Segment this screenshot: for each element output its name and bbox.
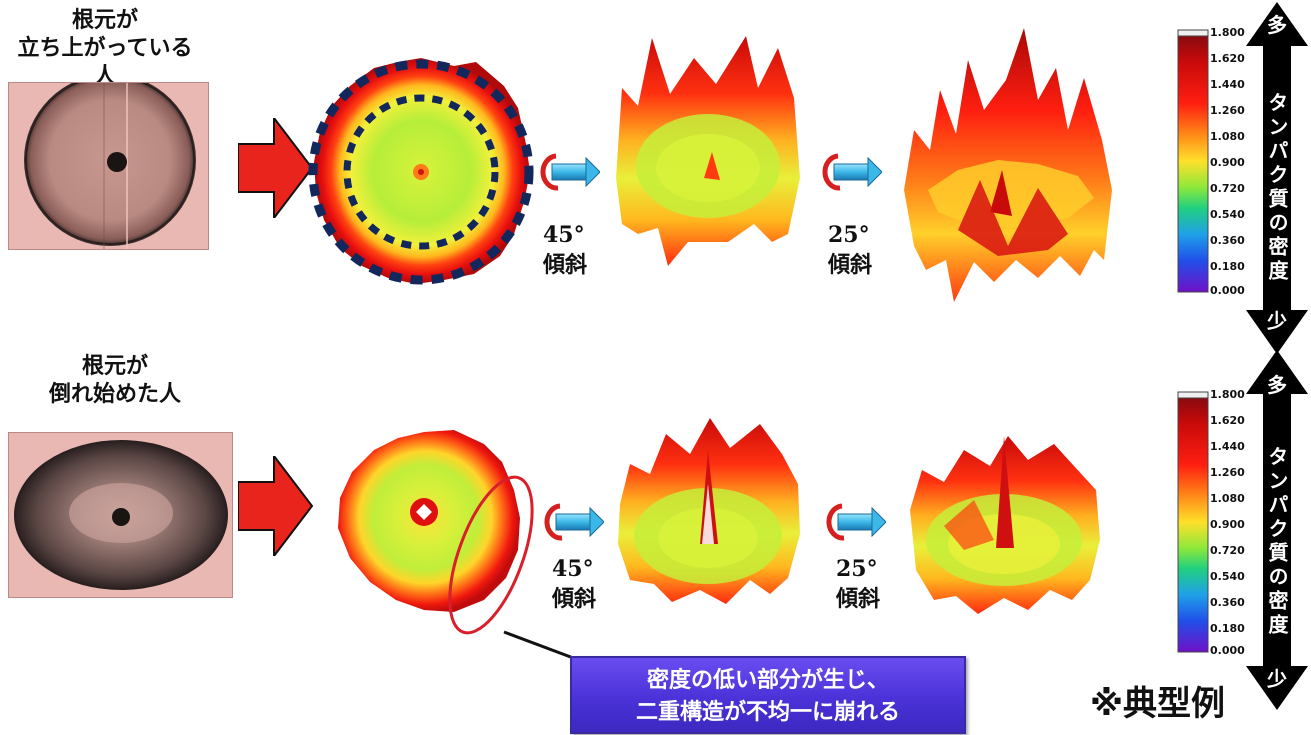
row1-tick-2: 1.440 [1210,78,1245,91]
row1-tick-3: 1.260 [1210,104,1245,117]
row2-tick-10: 0.000 [1210,644,1245,657]
row2-big-arrow [238,456,314,556]
row1-tick-9: 0.180 [1210,260,1245,273]
row1-density-axis-label: タンパク質の密度 [1264,92,1290,284]
row1-tick-4: 1.080 [1210,130,1245,143]
row1-3d-surface-25deg [898,20,1116,310]
row1-rotate-arrow-1 [536,150,600,194]
row1-density-axis-text: タンパク質の密度 [1265,92,1289,284]
row1-density-low: 少 [1262,308,1292,334]
row2-title: 根元が 倒れ始めた人 [40,352,190,408]
row2-density-axis-text: タンパク質の密度 [1265,446,1289,638]
row2-tilt2-label: 25° 傾斜 [836,554,906,614]
row2-title-line1: 根元が [40,352,190,380]
row2-hair-photo [8,432,233,598]
row1-title: 根元が 立ち上がっている人 [10,6,200,90]
row1-tick-5: 0.900 [1210,156,1245,169]
row2-tick-5: 0.900 [1210,518,1245,531]
row2-rotate-arrow-2 [822,500,886,544]
typical-example-note: ※典型例 [1090,676,1225,725]
row1-3d-surface-45deg [608,28,804,273]
row1-title-line1: 根元が [10,6,200,34]
row2-3d-surface-45deg [610,414,806,610]
row2-tick-4: 1.080 [1210,492,1245,505]
row1-rotate-arrow-2 [818,150,882,194]
row2-tick-8: 0.360 [1210,596,1245,609]
row2-hair-cross-section-image [9,433,232,597]
row2-tick-0: 1.800 [1210,388,1245,401]
row2-highlight-ellipse [448,470,534,640]
row2-title-line2: 倒れ始めた人 [40,380,190,408]
row2-tilt2-angle: 25° [836,554,906,584]
row1-tilt1-angle: 45° [543,220,613,250]
row1-tilt2-word: 傾斜 [828,250,898,280]
row2-colorbar [1176,390,1212,656]
row2-3d-surface-25deg [904,430,1104,620]
row1-tick-0: 1.800 [1210,26,1245,39]
row1-density-high: 多 [1262,12,1292,38]
row1-tilt1-label: 45° 傾斜 [543,220,613,280]
row1-big-arrow [238,118,314,218]
callout-box: 密度の低い部分が生じ、 二重構造が不均一に崩れる [570,656,966,734]
row2-tick-1: 1.620 [1210,414,1245,427]
callout-line2: 二重構造が不均一に崩れる [572,696,964,728]
row1-tick-7: 0.540 [1210,208,1245,221]
row1-tilt1-word: 傾斜 [543,250,613,280]
row2-tilt2-word: 傾斜 [836,584,906,614]
row2-tick-3: 1.260 [1210,466,1245,479]
row1-tilt2-label: 25° 傾斜 [828,220,898,280]
row2-tick-7: 0.540 [1210,570,1245,583]
callout-line1: 密度の低い部分が生じ、 [572,664,964,696]
row2-tick-6: 0.720 [1210,544,1245,557]
row2-density-high: 多 [1262,372,1292,398]
row1-hair-cross-section-image [9,83,208,249]
row1-heatmap-topview [304,52,538,288]
row1-tick-8: 0.360 [1210,234,1245,247]
row2-rotate-arrow-1 [540,500,604,544]
row2-density-low: 少 [1262,666,1292,692]
row1-colorbar [1176,28,1212,296]
row1-tick-6: 0.720 [1210,182,1245,195]
row1-tilt2-angle: 25° [828,220,898,250]
row1-hair-photo [8,82,209,250]
row2-tick-9: 0.180 [1210,622,1245,635]
row2-tick-2: 1.440 [1210,440,1245,453]
row1-tick-10: 0.000 [1210,284,1245,297]
row1-tick-1: 1.620 [1210,52,1245,65]
row2-density-axis-label: タンパク質の密度 [1264,446,1290,638]
